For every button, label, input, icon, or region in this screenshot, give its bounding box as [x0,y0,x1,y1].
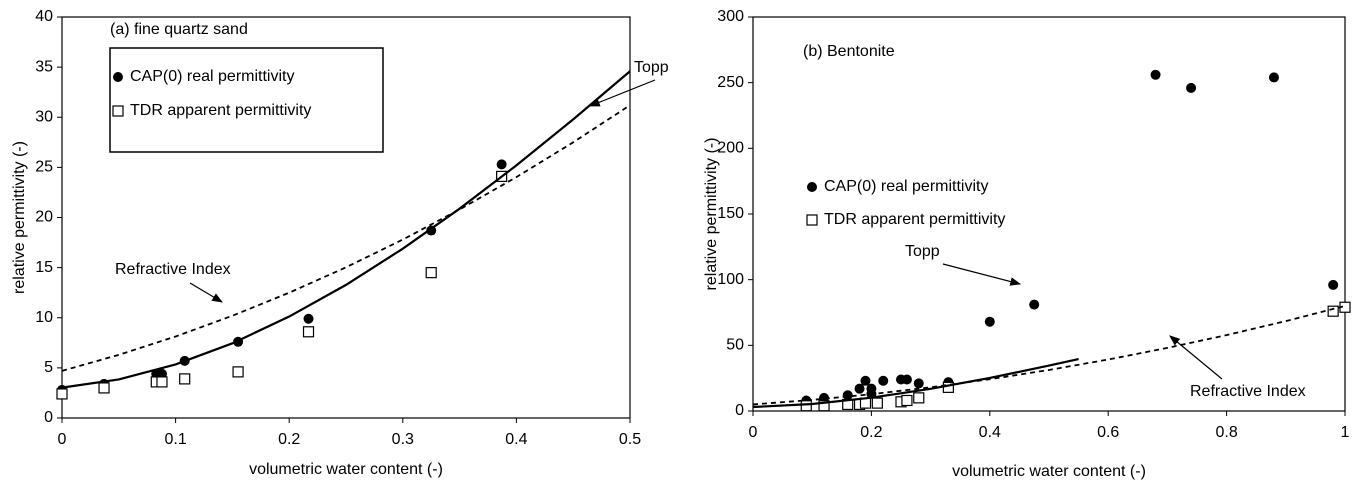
x-tick-label: 0.3 [392,431,414,448]
y-tick-label: 30 [35,108,53,125]
y-tick-label: 40 [35,8,53,25]
y-tick-label: 300 [717,8,744,25]
y-tick-label: 100 [717,271,744,288]
point [984,316,995,327]
point [1328,279,1339,290]
annotation-arrow [942,263,1022,286]
curve [752,305,1346,406]
point [1150,69,1161,80]
x-tick-label: 0.1 [164,431,186,448]
point [425,267,437,279]
y-tick-label: 20 [35,209,53,226]
annotation-arrow [189,282,223,303]
curve [752,357,1079,409]
x-tick-label: 0 [749,424,758,441]
point [878,375,889,386]
point [1029,299,1040,310]
y-tick-label: 200 [717,140,744,157]
point [818,400,830,412]
legend-label: CAP(0) real permittivity [824,178,988,195]
x-tick-label: 0.4 [979,424,1001,441]
y-tick-label: 250 [717,74,744,91]
point [854,383,865,394]
curve-annotation: Topp [905,243,940,260]
x-tick-label: 0.8 [1215,424,1237,441]
y-tick-label: 0 [44,409,53,426]
point [98,382,110,394]
y-tick-label: 15 [35,259,53,276]
y-axis-label: relative permittivity (-) [11,141,28,294]
curve-annotation: Refractive Index [1190,383,1306,400]
point [901,394,913,407]
point [800,400,812,412]
annotation-arrow [588,79,656,107]
curve [61,70,631,389]
point [842,390,853,401]
panel-title: (a) fine quartz sand [110,21,248,38]
point [496,159,507,170]
point [302,326,315,338]
x-tick-label: 0.4 [505,431,527,448]
y-tick-label: 5 [44,359,53,376]
x-tick-label: 0.5 [619,431,641,448]
x-tick-label: 0.6 [1097,424,1119,441]
legend-label: CAP(0) real permittivity [130,68,294,85]
annotation-arrow [1169,335,1223,380]
y-tick-label: 150 [717,205,744,222]
y-tick-label: 25 [35,159,53,176]
y-tick-label: 0 [735,402,744,419]
legend-marker [112,105,124,117]
point [871,397,883,409]
legend-marker [806,214,818,226]
point [232,366,244,378]
point [901,374,912,385]
point [1268,72,1279,83]
curve-annotation: Refractive Index [115,261,231,278]
legend-label: TDR apparent permittivity [130,102,311,119]
x-tick-label: 1 [1341,424,1350,441]
point [179,373,191,385]
y-tick-label: 50 [726,337,744,354]
curve [61,104,631,372]
y-tick-label: 10 [35,309,53,326]
x-tick-label: 0.2 [860,424,882,441]
x-axis-label: volumetric water content (-) [249,461,443,478]
point [1327,305,1339,317]
point [1186,82,1197,93]
point [303,313,314,324]
point [913,378,924,389]
point [56,388,68,400]
legend-label: TDR apparent permittivity [824,211,1005,228]
legend-box [109,47,384,153]
panel-title: (b) Bentonite [803,43,895,60]
curve-annotation: Topp [634,59,669,76]
x-axis-label: volumetric water content (-) [952,463,1146,480]
x-tick-label: 0.2 [278,431,300,448]
point [913,392,925,404]
legend-marker [113,72,123,82]
y-tick-label: 35 [35,58,53,75]
y-axis-label: relative permittivity (-) [703,138,720,291]
x-tick-label: 0 [58,431,67,448]
legend-marker [807,182,817,192]
point [156,376,168,388]
point [860,375,871,386]
